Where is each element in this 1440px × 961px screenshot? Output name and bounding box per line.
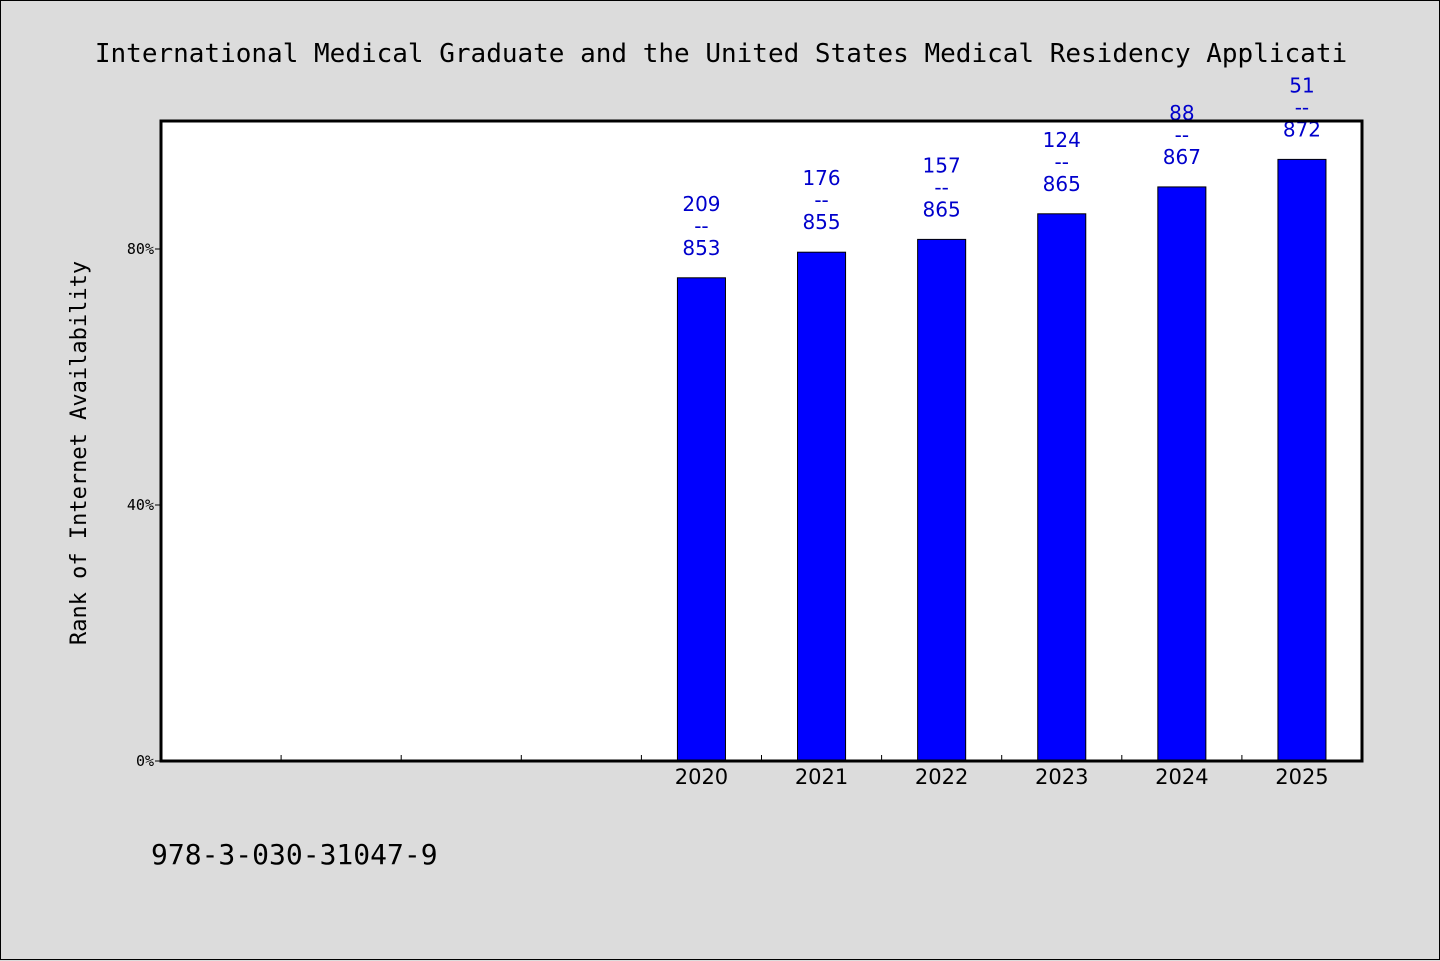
bar: [676, 277, 726, 762]
x-axis: 2020 2021 2022 2023 2024 2025: [280, 755, 1329, 789]
data-label: 51: [1289, 73, 1314, 97]
data-label: 124: [1043, 128, 1081, 152]
data-label: --: [934, 175, 948, 199]
bar: [797, 251, 847, 762]
bars-group: 209--853176--855157--865124--86588--8675…: [676, 73, 1327, 762]
y-tick-label: 80%: [127, 240, 154, 258]
data-label: 157: [923, 153, 961, 177]
data-label: --: [1295, 95, 1309, 119]
x-tick-label: 2022: [915, 765, 968, 789]
data-label: 853: [682, 236, 720, 260]
data-label: 209: [682, 192, 720, 216]
data-label: --: [694, 214, 708, 238]
data-label: 855: [802, 210, 840, 234]
y-axis-label: Rank of Internet Availability: [67, 261, 92, 645]
footer-isbn: 978-3-030-31047-9: [151, 838, 438, 871]
y-axis: 0% 40% 80%: [127, 240, 161, 770]
bar: [917, 238, 967, 762]
x-tick-label: 2023: [1035, 765, 1088, 789]
bar: [1277, 158, 1327, 762]
y-tick-label: 40%: [127, 496, 154, 514]
x-tick-label: 2025: [1275, 765, 1328, 789]
y-tick-label: 0%: [136, 752, 154, 770]
data-label: --: [1055, 150, 1069, 174]
bar: [1157, 186, 1207, 762]
bar: [1037, 213, 1087, 762]
plot-border: [159, 119, 1364, 763]
x-tick-label: 2021: [795, 765, 848, 789]
data-label: 865: [923, 197, 961, 221]
chart-title: International Medical Graduate and the U…: [95, 39, 1347, 69]
data-label: --: [814, 188, 828, 212]
data-label: 176: [802, 166, 840, 190]
x-tick-label: 2020: [675, 765, 728, 789]
data-label: 865: [1043, 172, 1081, 196]
data-label: 867: [1163, 145, 1201, 169]
x-tick-label: 2024: [1155, 765, 1208, 789]
data-label: --: [1175, 123, 1189, 147]
